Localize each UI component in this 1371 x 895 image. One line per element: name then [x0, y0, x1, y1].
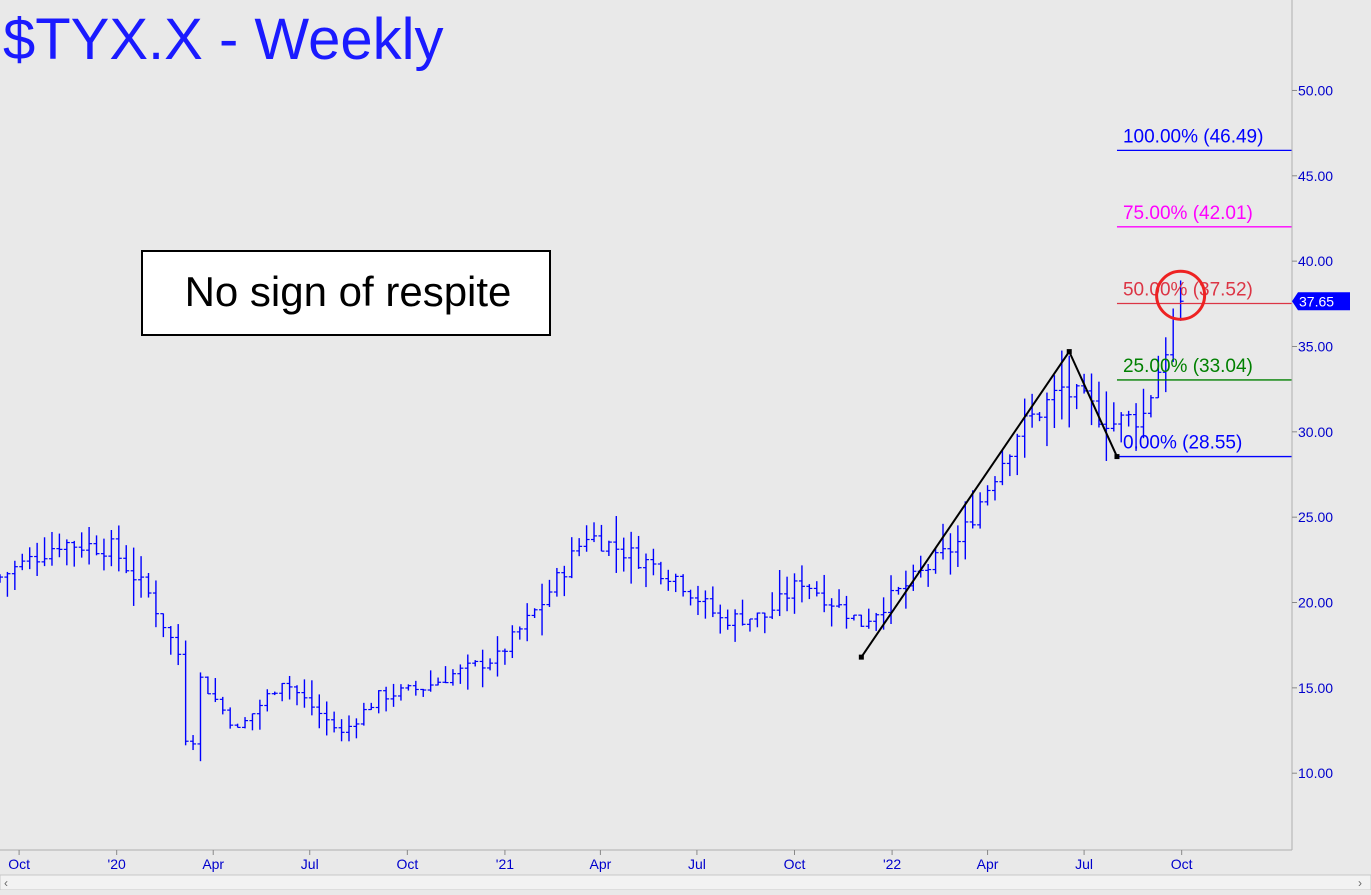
y-tick-label: 35.00 [1298, 338, 1333, 354]
y-tick-label: 25.00 [1298, 509, 1333, 525]
x-tick-label: Jul [301, 856, 319, 872]
pivot-marker [1066, 349, 1072, 355]
x-tick-label: '21 [496, 856, 514, 872]
y-axis: 10.00 15.00 20.00 25.00 30.00 35.00 40.00 45.00… [1292, 82, 1333, 781]
price-tag-label: 37.65 [1299, 293, 1334, 309]
y-tick-label: 10.00 [1298, 765, 1333, 781]
x-tick-label: Jul [688, 856, 706, 872]
x-tick-label: Oct [8, 856, 30, 872]
pattern-leg [860, 351, 1071, 658]
level-label: 75.00% (42.01) [1123, 203, 1253, 224]
x-tick-label: '20 [108, 856, 126, 872]
y-tick-label: 45.00 [1298, 168, 1333, 184]
scroll-right-icon[interactable]: › [1358, 876, 1362, 890]
x-axis: Oct '20 Apr Jul Oct '21 Apr Jul Oct '22 Apr Jul Oct [8, 850, 1193, 872]
y-tick-label: 50.00 [1298, 82, 1333, 98]
x-tick-label: Apr [977, 856, 999, 872]
pivot-marker [858, 654, 864, 660]
y-tick-label: 15.00 [1298, 680, 1333, 696]
abc-pattern [858, 349, 1120, 660]
x-tick-label: Apr [202, 856, 224, 872]
annotation-box: No sign of respite [141, 250, 551, 336]
level-label: 0.00% (28.55) [1123, 433, 1242, 454]
price-tag-shape [1292, 292, 1350, 311]
retracement-levels: 100.00% (46.49) 75.00% (42.01) 50.00% (37.… [1116, 126, 1292, 458]
y-tick-label: 30.00 [1298, 424, 1333, 440]
highlight-circle [1155, 269, 1207, 321]
annotation-text: No sign of respite [185, 268, 512, 315]
y-tick-label: 40.00 [1298, 253, 1333, 269]
annotation-frame [141, 250, 551, 336]
price-bars [0, 280, 1184, 762]
level-label: 100.00% (46.49) [1123, 126, 1264, 147]
x-tick-label: '22 [883, 856, 901, 872]
level-label: 50.00% (37.52) [1123, 279, 1253, 300]
scroll-left-icon[interactable]: ‹ [4, 876, 8, 890]
scrollbar-track[interactable] [0, 874, 1371, 891]
x-tick-label: Oct [784, 856, 806, 872]
pivot-marker [1114, 454, 1120, 460]
level-label: 25.00% (33.04) [1123, 356, 1253, 377]
current-price-tag: 37.65 [1292, 292, 1350, 311]
x-tick-label: Apr [589, 856, 611, 872]
y-tick-label: 20.00 [1298, 595, 1333, 611]
chart-title: $TYX.X - Weekly [3, 7, 444, 72]
horizontal-scrollbar[interactable]: ‹ › [0, 874, 1371, 891]
x-tick-label: Jul [1075, 856, 1093, 872]
x-tick-label: Oct [1171, 856, 1193, 872]
pattern-leg [1068, 351, 1118, 457]
x-tick-label: Oct [396, 856, 418, 872]
